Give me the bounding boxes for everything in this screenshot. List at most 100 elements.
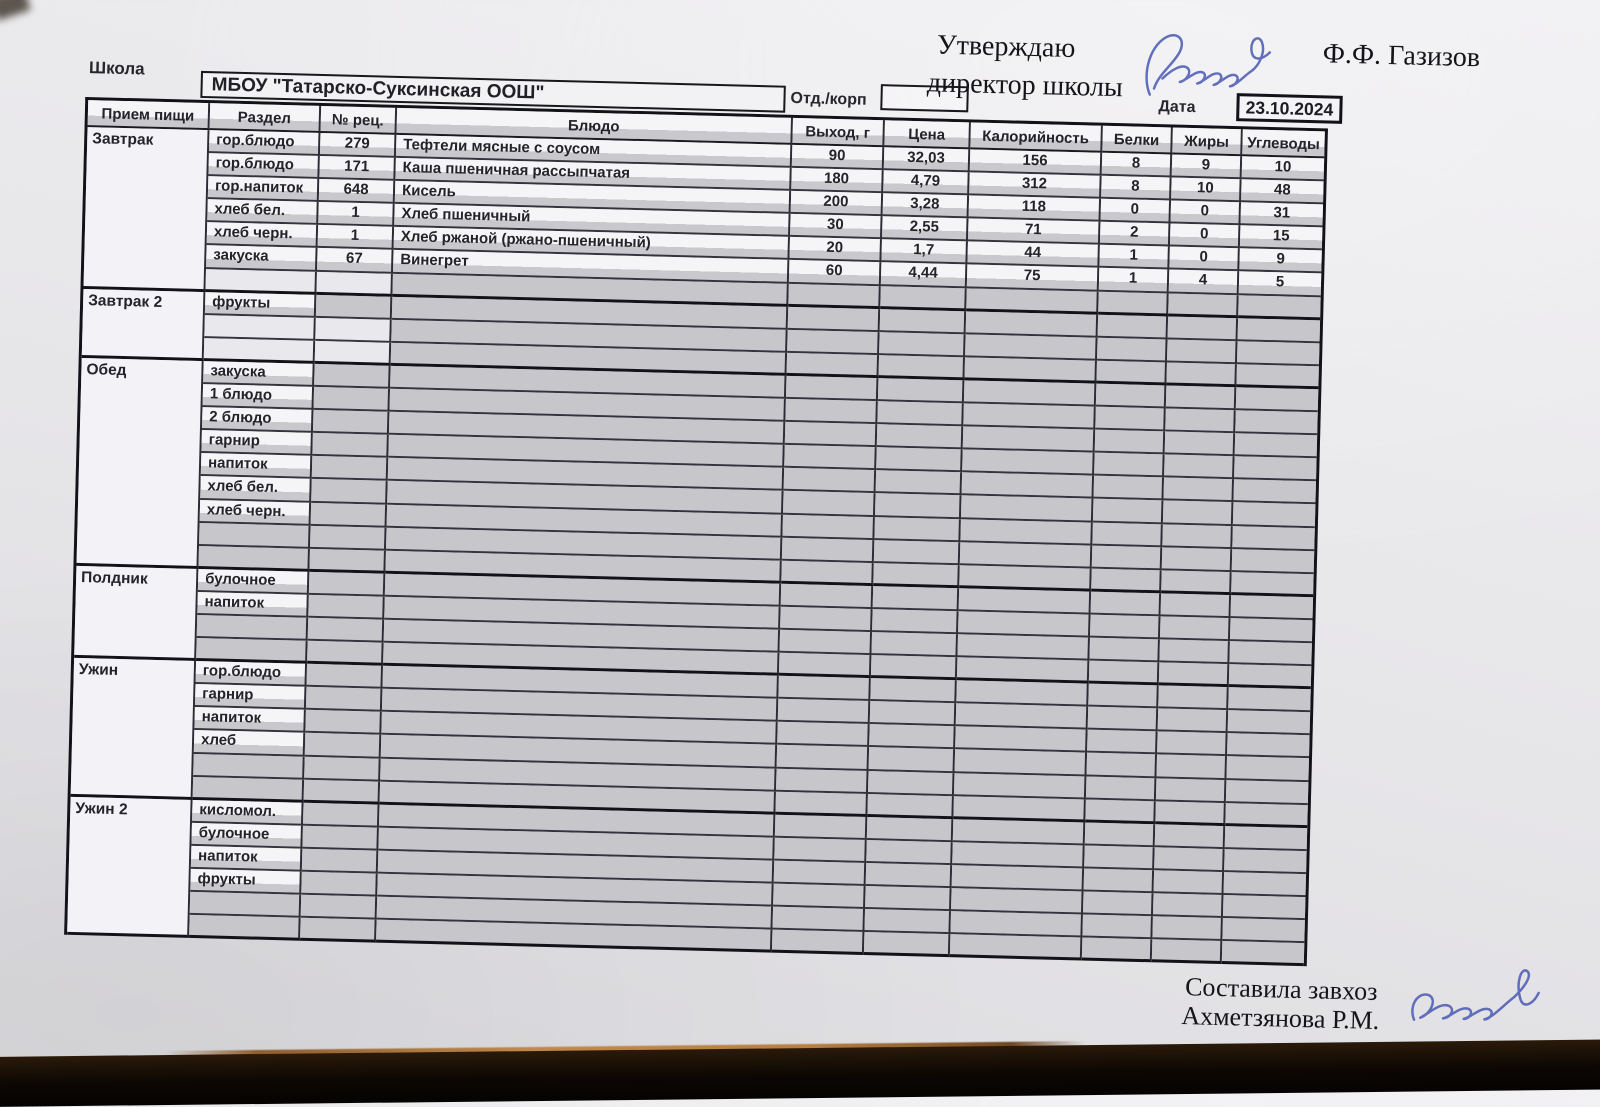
output-cell <box>786 352 880 379</box>
fat-cell <box>1159 616 1231 642</box>
razdel-cell <box>192 776 305 803</box>
razdel-cell <box>199 522 311 549</box>
carb-cell <box>1235 387 1319 413</box>
razdel-cell: гор.напиток <box>207 176 320 203</box>
price-cell <box>870 678 957 704</box>
protein-cell <box>1096 337 1168 363</box>
carb-cell <box>1235 410 1318 436</box>
protein-cell <box>1092 499 1164 524</box>
meal-section-label: Обед <box>76 357 204 569</box>
razdel-cell <box>196 638 308 664</box>
protein-cell <box>1092 522 1163 547</box>
fat-cell: 9 <box>1171 154 1243 180</box>
kcal-cell <box>952 818 1086 846</box>
column-header: № рец. <box>320 105 398 135</box>
recipe-number-cell <box>308 594 385 620</box>
razdel-cell <box>193 753 305 780</box>
recipe-number-cell: 67 <box>316 248 394 274</box>
price-cell <box>865 886 952 912</box>
kcal-cell <box>966 287 1099 315</box>
fat-cell <box>1159 639 1230 665</box>
meal-section-label: Ужин 2 <box>67 796 193 939</box>
recipe-number-cell <box>302 825 379 851</box>
carb-cell <box>1236 364 1319 390</box>
protein-cell <box>1094 429 1166 455</box>
fat-cell <box>1155 777 1227 803</box>
price-cell: 3,28 <box>882 193 970 219</box>
razdel-cell: гарнир <box>201 430 313 457</box>
price-cell <box>874 493 962 519</box>
razdel-cell <box>198 545 310 572</box>
price-cell <box>868 747 956 773</box>
output-cell <box>776 745 870 771</box>
protein-cell <box>1097 314 1169 340</box>
output-cell: 180 <box>791 167 884 194</box>
recipe-number-cell <box>312 410 390 436</box>
protein-cell <box>1096 360 1167 386</box>
price-cell <box>867 770 955 796</box>
fat-cell <box>1162 523 1233 549</box>
price-cell: 32,03 <box>883 147 971 173</box>
output-cell <box>777 698 871 725</box>
carb-cell <box>1224 825 1308 851</box>
recipe-number-cell <box>300 917 377 943</box>
recipe-number-cell <box>314 363 391 389</box>
carb-cell <box>1225 802 1308 828</box>
carb-cell <box>1221 941 1305 967</box>
protein-cell <box>1087 706 1159 732</box>
output-cell <box>778 675 871 702</box>
protein-cell <box>1085 799 1156 825</box>
fat-cell <box>1166 362 1237 388</box>
fat-cell <box>1157 708 1229 734</box>
kcal-cell <box>958 611 1091 638</box>
meal-section-label: Завтрак <box>83 127 210 292</box>
kcal-cell <box>962 426 1096 453</box>
carb-cell <box>1228 664 1312 690</box>
recipe-number-cell <box>313 386 391 412</box>
carb-cell <box>1238 294 1321 320</box>
price-cell <box>867 793 954 819</box>
output-cell <box>778 652 872 679</box>
razdel-cell: гор.блюдо <box>195 661 308 688</box>
school-label: Школа <box>88 58 145 79</box>
kcal-cell <box>955 726 1088 753</box>
fat-cell <box>1154 824 1226 849</box>
recipe-number-cell <box>301 871 378 897</box>
razdel-cell: гор.блюдо <box>208 130 321 157</box>
razdel-cell: напиток <box>197 591 309 618</box>
fat-cell: 0 <box>1169 246 1240 272</box>
output-cell <box>781 560 874 586</box>
razdel-cell: напиток <box>190 845 303 872</box>
carb-cell <box>1230 594 1314 621</box>
recipe-number-cell <box>301 848 379 874</box>
carb-cell: 31 <box>1240 202 1324 228</box>
carb-cell <box>1237 317 1321 344</box>
dept-label: Отд./корп <box>790 89 867 109</box>
fat-cell <box>1164 454 1235 480</box>
footer-composer-name: Ахметзянова Р.М. <box>1181 1001 1380 1036</box>
output-cell <box>774 837 867 863</box>
price-cell <box>876 424 964 450</box>
protein-cell <box>1091 545 1163 571</box>
column-header: Выход, г <box>792 117 885 148</box>
carb-cell <box>1223 871 1307 898</box>
fat-cell <box>1164 431 1236 457</box>
razdel-cell <box>204 314 316 341</box>
kcal-cell: 312 <box>969 172 1102 199</box>
output-cell: 90 <box>791 144 885 171</box>
protein-cell <box>1095 406 1166 432</box>
protein-cell <box>1083 868 1155 894</box>
razdel-cell: хлеб бел. <box>207 199 319 226</box>
fat-cell <box>1160 593 1232 619</box>
razdel-cell <box>196 614 309 641</box>
carb-cell: 15 <box>1239 225 1323 251</box>
protein-cell: 1 <box>1099 245 1170 270</box>
kcal-cell <box>953 795 1086 823</box>
razdel-cell: кисломол. <box>191 799 304 826</box>
date-value: 23.10.2024 <box>1245 97 1334 120</box>
recipe-number-cell <box>315 294 393 320</box>
fat-cell <box>1154 847 1225 872</box>
column-header: Цена <box>884 120 971 150</box>
kcal-cell <box>958 588 1092 615</box>
output-cell <box>777 722 870 748</box>
